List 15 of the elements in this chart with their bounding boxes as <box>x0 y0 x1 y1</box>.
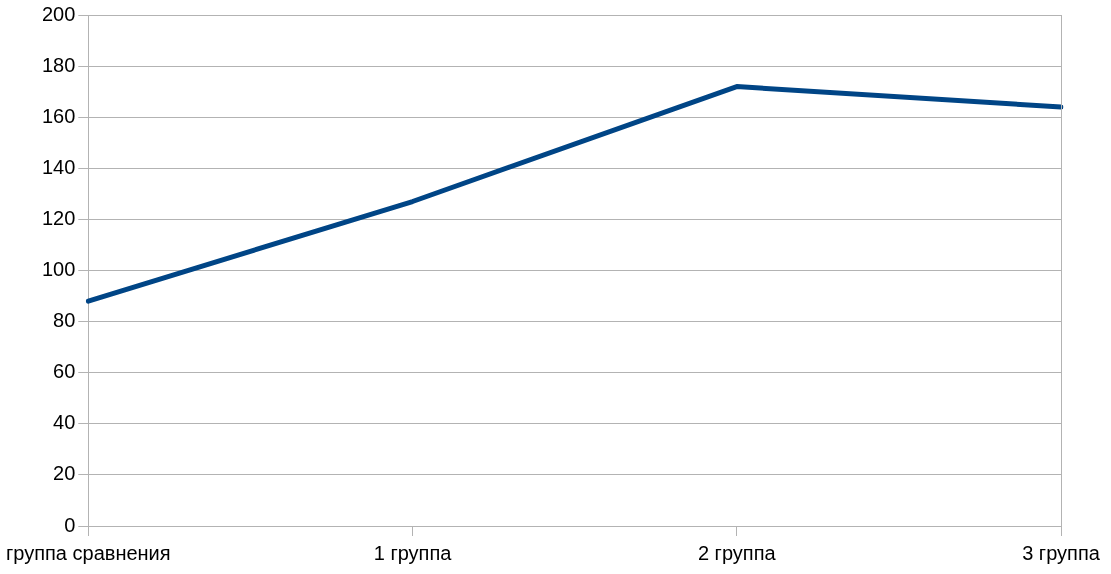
y-tick-label: 100 <box>41 258 76 281</box>
y-tick-label: 40 <box>53 411 76 434</box>
y-tick-label: 160 <box>41 104 76 127</box>
y-tick-label: 80 <box>53 309 76 332</box>
y-tick-label: 120 <box>41 206 76 229</box>
x-tick-label: 1 группа <box>373 541 453 564</box>
x-tick-label: 3 группа <box>1022 541 1101 564</box>
y-tick-label: 60 <box>53 360 76 383</box>
y-tick-label: 20 <box>53 462 76 485</box>
x-tick-label: группа сравнения <box>6 541 171 564</box>
y-tick-label: 0 <box>64 513 76 536</box>
y-tick-label: 200 <box>41 2 76 25</box>
y-tick-label: 180 <box>41 53 76 76</box>
y-tick-label: 140 <box>41 155 76 178</box>
x-tick-label: 2 группа <box>697 541 777 564</box>
